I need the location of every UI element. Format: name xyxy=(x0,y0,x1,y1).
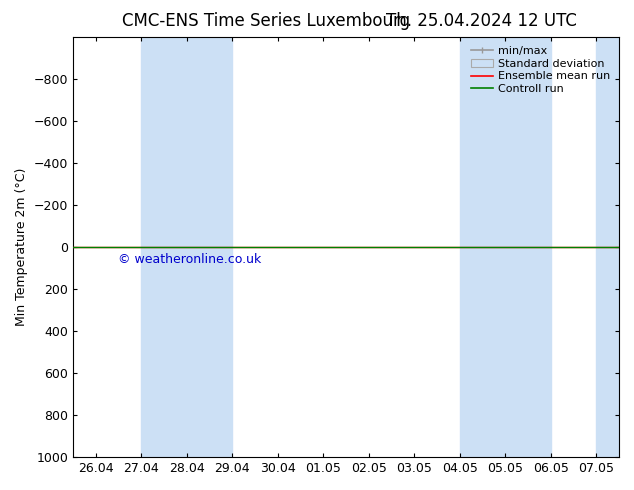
Bar xyxy=(596,37,619,457)
Bar xyxy=(460,37,551,457)
Text: CMC-ENS Time Series Luxembourg: CMC-ENS Time Series Luxembourg xyxy=(122,12,410,30)
Bar xyxy=(141,37,232,457)
Legend: min/max, Standard deviation, Ensemble mean run, Controll run: min/max, Standard deviation, Ensemble me… xyxy=(468,43,614,98)
Text: © weatheronline.co.uk: © weatheronline.co.uk xyxy=(119,253,262,267)
Y-axis label: Min Temperature 2m (°C): Min Temperature 2m (°C) xyxy=(15,168,28,326)
Text: Th. 25.04.2024 12 UTC: Th. 25.04.2024 12 UTC xyxy=(386,12,578,30)
